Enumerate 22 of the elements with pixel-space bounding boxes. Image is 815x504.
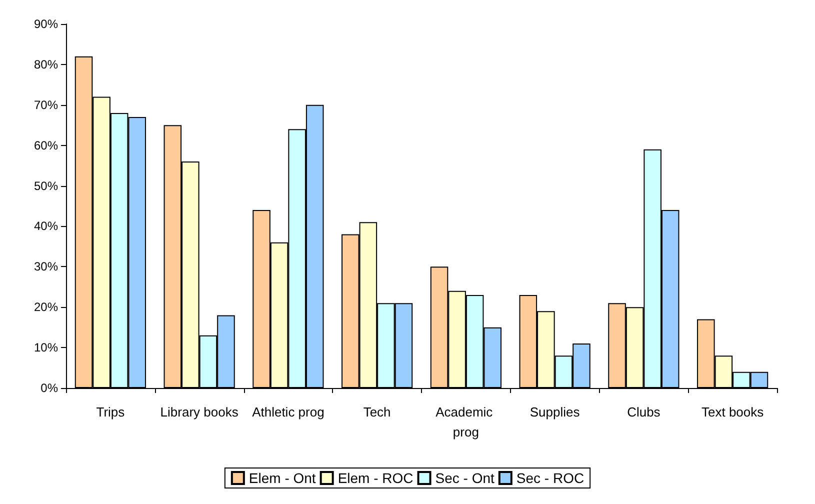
y-tick-label: 10%: [34, 340, 58, 355]
y-tick-label: 30%: [34, 260, 58, 274]
legend-label: Sec - Ont: [435, 470, 495, 486]
y-tick-label: 70%: [34, 98, 58, 112]
x-tick-label: Supplies: [530, 404, 580, 420]
legend-label: Sec - ROC: [516, 470, 584, 486]
x-tick-label: Tech: [363, 404, 391, 420]
x-tick-label: Library books: [160, 404, 239, 420]
y-tick-label: 50%: [34, 178, 58, 193]
x-tick-label: Text books: [701, 404, 764, 420]
y-tick-label: 80%: [34, 57, 58, 72]
y-tick-label: 0%: [40, 381, 58, 395]
y-tick-label: 90%: [34, 17, 58, 31]
legend-label: Elem - ROC: [338, 470, 414, 486]
y-tick-label: 60%: [34, 138, 58, 152]
x-tick-label: Academic prog: [436, 404, 496, 440]
y-tick-label: 20%: [34, 300, 58, 314]
y-tick-label: 40%: [34, 219, 58, 234]
legend-label: Elem - Ont: [248, 470, 316, 486]
x-tick-label: Clubs: [627, 404, 661, 420]
x-tick-label: Athletic prog: [252, 404, 324, 420]
x-tick-label: Trips: [96, 404, 126, 420]
